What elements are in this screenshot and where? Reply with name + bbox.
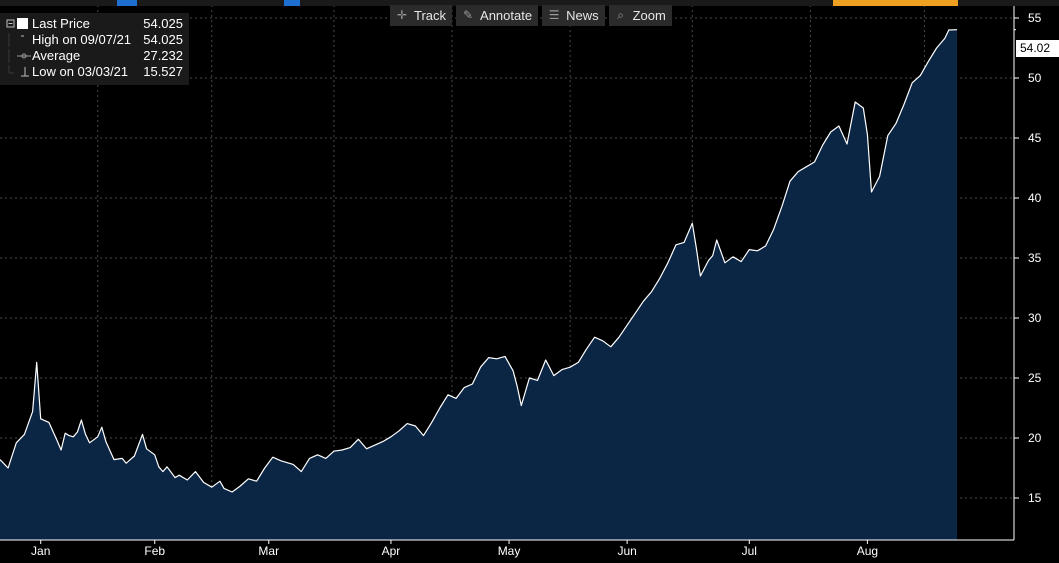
crosshair-icon: ✛ [396, 8, 408, 22]
track-button[interactable]: ✛ Track [390, 5, 453, 26]
legend-low[interactable]: Low on 03/03/21 15.527 [0, 64, 189, 80]
x-tick-label: Jan [31, 544, 50, 558]
zoom-icon: ⌕ [617, 8, 624, 22]
x-tick-label: Jun [617, 544, 636, 558]
y-tick-label: 20 [1028, 431, 1042, 445]
x-tick-label: May [498, 544, 521, 558]
y-tick-label: 50 [1028, 71, 1042, 85]
last-price-tag: 54.02 [1016, 40, 1059, 57]
y-tick-label: 45 [1028, 131, 1042, 145]
x-tick-label: Mar [258, 544, 279, 558]
x-tick-label: Apr [382, 544, 401, 558]
chart-toolbar: ✛ Track ✎ Annotate ☰ News ⌕ Zoom [390, 5, 672, 27]
collapse-icon [6, 19, 15, 28]
y-tick-label: 40 [1028, 191, 1042, 205]
y-tick-label: 30 [1028, 311, 1042, 325]
chart-legend[interactable]: Last Price 54.025 High on 09/07/21 54.02… [0, 13, 189, 85]
x-tick-label: Aug [857, 544, 878, 558]
y-tick-label: 25 [1028, 371, 1042, 385]
top-toolbar-strip [0, 0, 1059, 6]
legend-high[interactable]: High on 09/07/21 54.025 [0, 32, 189, 48]
y-tick-label: 55 [1028, 11, 1042, 25]
average-marker-icon [8, 49, 31, 63]
series-swatch [17, 18, 28, 29]
chart-style-button[interactable] [284, 0, 300, 6]
annotate-button[interactable]: ✎ Annotate [456, 5, 539, 26]
legend-last-price[interactable]: Last Price 54.025 [0, 16, 189, 32]
high-marker-icon [8, 33, 29, 47]
low-marker-icon [8, 65, 29, 77]
news-button[interactable]: ☰ News [542, 5, 605, 26]
news-icon: ☰ [548, 8, 560, 22]
series-line[interactable] [0, 29, 958, 493]
y-tick-label: 35 [1028, 251, 1042, 265]
x-tick-label: Feb [144, 544, 165, 558]
x-tick-label: Jul [742, 544, 757, 558]
selected-period-button[interactable] [117, 0, 137, 6]
y-tick-label: 15 [1028, 491, 1042, 505]
pencil-icon: ✎ [463, 8, 474, 22]
add-data-field[interactable] [833, 0, 958, 6]
legend-average[interactable]: Average 27.232 [0, 48, 189, 64]
series-area [0, 29, 957, 540]
zoom-button[interactable]: ⌕ Zoom [608, 5, 672, 26]
